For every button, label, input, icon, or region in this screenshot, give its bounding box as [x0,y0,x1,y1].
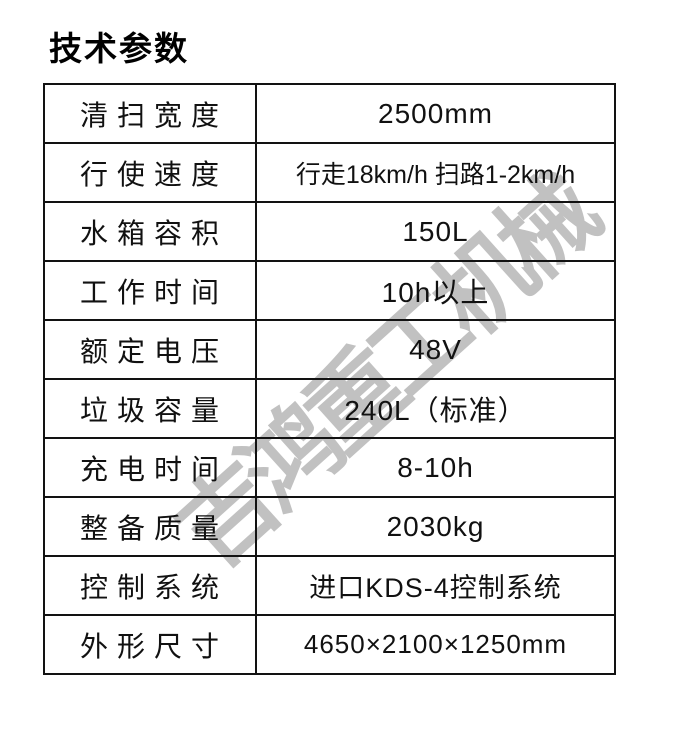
spec-label: 额定电压 [43,319,257,380]
table-row: 整备质量 2030kg [43,496,616,557]
table-row: 水箱容积 150L [43,201,616,262]
spec-label: 充电时间 [43,437,257,498]
table-row: 行使速度 行走18km/h 扫路1-2km/h [43,142,616,203]
spec-table-body: 清扫宽度 2500mm 行使速度 行走18km/h 扫路1-2km/h 水箱容积… [43,83,616,675]
table-row: 清扫宽度 2500mm [43,83,616,144]
spec-value: 8-10h [255,437,616,498]
table-row: 垃圾容量 240L（标准） [43,378,616,439]
spec-value: 行走18km/h 扫路1-2km/h [255,142,616,203]
spec-value: 48V [255,319,616,380]
spec-label: 整备质量 [43,496,257,557]
spec-value: 4650×2100×1250mm [255,614,616,675]
spec-label: 外形尺寸 [43,614,257,675]
spec-value: 进口KDS-4控制系统 [255,555,616,616]
page-title: 技术参数 [49,30,189,67]
spec-label: 工作时间 [43,260,257,321]
spec-value: 240L（标准） [255,378,616,439]
table-row: 充电时间 8-10h [43,437,616,498]
spec-label: 行使速度 [43,142,257,203]
spec-value: 2500mm [255,83,616,144]
spec-table: 清扫宽度 2500mm 行使速度 行走18km/h 扫路1-2km/h 水箱容积… [43,83,616,675]
spec-value: 10h以上 [255,260,616,321]
spec-label: 垃圾容量 [43,378,257,439]
spec-label: 控制系统 [43,555,257,616]
table-row: 控制系统 进口KDS-4控制系统 [43,555,616,616]
spec-value: 150L [255,201,616,262]
table-row: 额定电压 48V [43,319,616,380]
spec-label: 水箱容积 [43,201,257,262]
table-row: 工作时间 10h以上 [43,260,616,321]
table-row: 外形尺寸 4650×2100×1250mm [43,614,616,675]
spec-label: 清扫宽度 [43,83,257,144]
spec-value: 2030kg [255,496,616,557]
